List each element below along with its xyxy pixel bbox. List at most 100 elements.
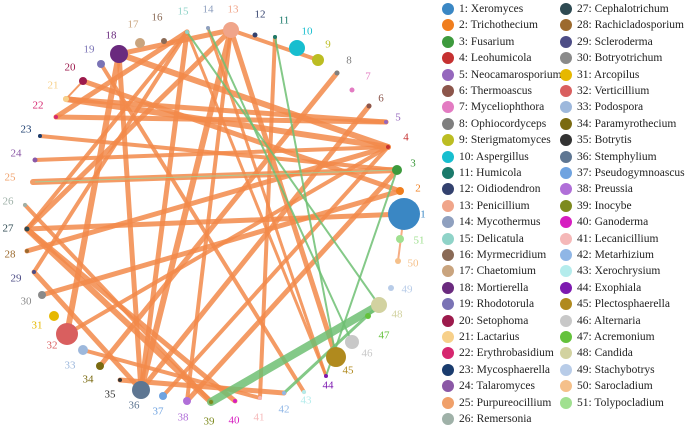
node-humicola[interactable]	[273, 35, 277, 39]
node-podospora[interactable]	[78, 345, 88, 355]
node-lactarius[interactable]	[63, 96, 69, 102]
legend-label: 29: Scleroderma	[577, 35, 653, 48]
node-verticillium[interactable]	[56, 323, 78, 345]
node-label-8: 8	[346, 55, 352, 67]
node-arcopilus[interactable]	[49, 311, 59, 321]
legend-item-setophoma: 20: Setophoma	[442, 313, 528, 329]
node-xerochrysium[interactable]	[302, 390, 306, 394]
node-leohumicola[interactable]	[386, 145, 390, 149]
node-plectosphaerella[interactable]	[326, 347, 346, 367]
legend-swatch	[442, 232, 454, 245]
node-alternaria[interactable]	[345, 335, 359, 349]
legend-label: 42: Metarhizium	[577, 249, 654, 261]
legend-item-rachicladosporium: 28: Rachicladosporium	[560, 17, 684, 33]
legend-label: 23: Mycosphaerella	[459, 363, 551, 376]
node-lecanicillium[interactable]	[258, 396, 262, 400]
node-label-38: 38	[178, 412, 190, 424]
legend-swatch	[560, 3, 572, 15]
legend-label: 17: Chaetomium	[459, 265, 536, 278]
node-botrytis[interactable]	[118, 378, 122, 382]
node-exophiala[interactable]	[324, 374, 328, 378]
legend-swatch	[560, 396, 572, 409]
node-label-34: 34	[83, 374, 95, 386]
legend-swatch	[442, 347, 454, 360]
node-sarocladium[interactable]	[395, 258, 401, 264]
legend-swatch	[560, 363, 572, 376]
legend-item-penicillium: 13: Penicillium	[442, 198, 530, 214]
node-paramyrothecium[interactable]	[96, 362, 104, 370]
node-label-2: 2	[415, 183, 421, 195]
legend-label: 10: Aspergillus	[459, 150, 529, 163]
node-talaromyces[interactable]	[32, 157, 38, 163]
legend-label: 4: Leohumicola	[459, 52, 532, 65]
legend-swatch	[560, 68, 572, 81]
node-mycosphaerella[interactable]	[38, 134, 42, 138]
legend-label: 13: Penicillium	[459, 199, 530, 212]
node-chaetomium[interactable]	[135, 38, 145, 48]
legend-swatch	[442, 281, 454, 294]
legend-label: 46: Alternaria	[577, 314, 641, 327]
node-tolypocladium[interactable]	[396, 235, 404, 243]
legend-label: 25: Purpureocillium	[459, 396, 552, 409]
legend-label: 7: Myceliophthora	[459, 101, 545, 114]
edge-32-4	[65, 145, 390, 336]
node-penicillium[interactable]	[223, 22, 239, 38]
legend-label: 22: Erythrobasidium	[459, 347, 554, 360]
legend-swatch	[442, 331, 454, 343]
node-sterigmatomyces[interactable]	[312, 54, 324, 66]
legend-item-candida: 48: Candida	[560, 345, 633, 361]
node-botryotrichum[interactable]	[38, 291, 46, 299]
node-myceliophthora[interactable]	[349, 87, 355, 93]
legend-item-leohumicola: 4: Leohumicola	[442, 50, 532, 66]
node-erythrobasidium[interactable]	[54, 115, 58, 119]
node-delicatula[interactable]	[185, 30, 189, 34]
node-label-49: 49	[402, 284, 414, 296]
node-ophiocordyceps[interactable]	[334, 70, 340, 76]
legend-item-sarocladium: 50: Sarocladium	[560, 378, 653, 394]
legend-label: 40: Ganoderma	[577, 216, 649, 229]
node-label-1: 1	[420, 209, 426, 221]
node-rhodotorula[interactable]	[97, 60, 105, 68]
node-oidiodendron[interactable]	[252, 32, 258, 38]
legend-label: 1: Xeromyces	[459, 3, 524, 15]
node-mycothermus[interactable]	[206, 26, 210, 30]
legend-swatch	[442, 380, 454, 393]
node-myrmecridium[interactable]	[161, 38, 167, 44]
node-acremonium[interactable]	[365, 313, 371, 319]
node-metarhizium[interactable]	[282, 391, 286, 395]
node-xeromyces[interactable]	[388, 198, 420, 230]
node-candida[interactable]	[371, 297, 387, 313]
node-trichothecium[interactable]	[396, 187, 404, 195]
legend-swatch	[442, 216, 454, 229]
legend-label: 31: Arcopilus	[577, 68, 640, 81]
node-setophoma[interactable]	[79, 77, 87, 85]
node-thermoascus[interactable]	[366, 103, 372, 109]
node-scleroderma[interactable]	[32, 270, 36, 274]
legend-label: 44: Exophiala	[577, 281, 642, 294]
legend-label: 45: Plectosphaerella	[577, 298, 670, 311]
node-inocybe[interactable]	[209, 400, 213, 404]
node-stachybotrys[interactable]	[388, 285, 394, 291]
legend-label: 3: Fusarium	[459, 35, 515, 48]
edge-14-46	[207, 27, 353, 343]
edge-27-39	[24, 226, 214, 405]
node-fusarium[interactable]	[392, 165, 402, 175]
node-remersonia[interactable]	[23, 203, 27, 207]
legend-swatch	[560, 314, 572, 327]
node-neocamarosporium[interactable]	[384, 120, 388, 124]
network-edges	[23, 26, 407, 406]
node-preussia[interactable]	[183, 397, 191, 405]
legend-label: 26: Remersonia	[459, 413, 532, 425]
legend-label: 18: Mortierella	[459, 281, 529, 294]
node-aspergillus[interactable]	[289, 40, 305, 56]
node-pseudogymnoascus[interactable]	[159, 392, 167, 400]
node-purpureocillium[interactable]	[31, 180, 35, 184]
node-rachicladosporium[interactable]	[25, 249, 29, 253]
node-stemphylium[interactable]	[132, 381, 150, 399]
legend-swatch	[560, 150, 572, 163]
node-ganoderma[interactable]	[233, 399, 237, 403]
node-mortierella[interactable]	[110, 45, 128, 63]
node-cephalotrichum[interactable]	[24, 226, 30, 232]
node-label-42: 42	[279, 404, 290, 416]
legend-label: 14: Mycothermus	[459, 216, 541, 229]
